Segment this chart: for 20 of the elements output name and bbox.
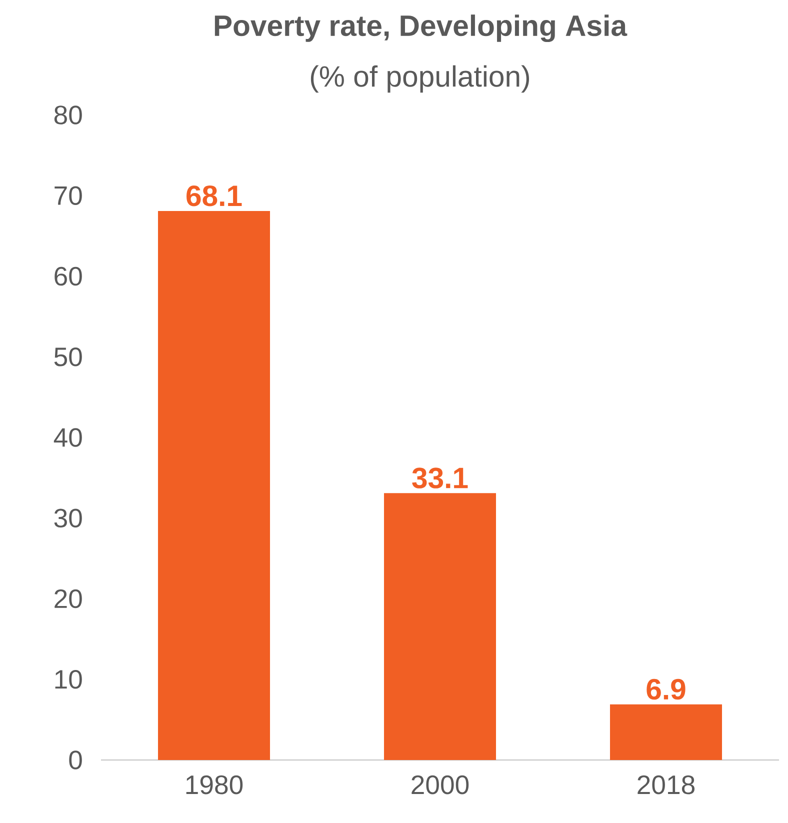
bar xyxy=(384,493,496,760)
y-tick-label: 20 xyxy=(54,589,82,608)
data-label: 68.1 xyxy=(186,185,242,206)
bar xyxy=(610,704,722,760)
y-tick-label: 0 xyxy=(69,750,82,770)
y-tick-label: 60 xyxy=(54,266,82,286)
data-label: 33.1 xyxy=(412,468,468,488)
y-tick-label: 50 xyxy=(54,347,82,366)
bar xyxy=(158,210,270,760)
y-tick-label: 80 xyxy=(54,106,82,124)
y-tick-label: 40 xyxy=(54,428,82,447)
y-tick-label: 70 xyxy=(54,186,82,206)
y-tick-label: 10 xyxy=(55,670,82,689)
x-tick-label: 2018 xyxy=(638,775,695,794)
chart-title: Poverty rate, Developing Asia xyxy=(214,14,628,42)
data-label: 6.9 xyxy=(646,678,686,700)
x-tick-label: 2000 xyxy=(412,775,469,794)
y-tick-label: 30 xyxy=(54,508,82,528)
x-tick-label: 1980 xyxy=(186,775,243,794)
chart-subtitle: (% of population) xyxy=(310,65,530,93)
